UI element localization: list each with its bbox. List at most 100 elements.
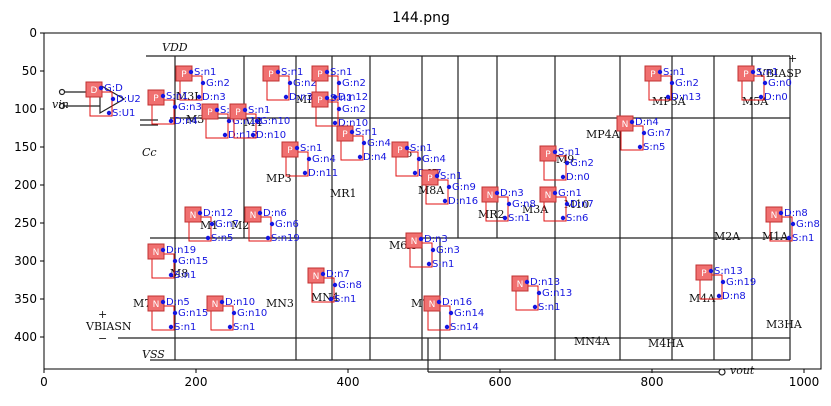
component-type-label: P xyxy=(545,150,551,160)
pin-label: D:n10 xyxy=(225,297,255,308)
pin-label: D:n12 xyxy=(228,130,258,141)
pin-label: D:n12 xyxy=(338,92,368,103)
pin-label: D:n3 xyxy=(202,92,226,103)
component-type-label: P xyxy=(701,269,707,279)
pin-dot xyxy=(283,94,289,100)
pin-label: G:n8 xyxy=(512,199,536,210)
x-tick-label: 1000 xyxy=(789,375,820,389)
pin-dot xyxy=(332,94,338,100)
pin-label: S:n1 xyxy=(300,143,322,154)
component-type-label: P xyxy=(317,70,323,80)
device-label: M8 xyxy=(170,267,188,280)
pin-dot xyxy=(750,69,756,75)
device-label: M3 xyxy=(186,113,204,126)
pin-dot xyxy=(275,69,281,75)
pin-dot xyxy=(336,106,342,112)
pin-label: S:n1 xyxy=(410,143,432,154)
pin-label: G:n0 xyxy=(768,78,792,89)
pin-dot xyxy=(436,299,442,305)
pin-dot xyxy=(418,236,424,242)
pin-label: G:n12 xyxy=(232,116,262,127)
component-17: N D:n6G:n6 S:n19 xyxy=(244,206,300,244)
pin-dot xyxy=(446,184,452,190)
x-tick-label: 400 xyxy=(337,375,360,389)
component-type-label: P xyxy=(317,96,323,106)
component-type-label: P xyxy=(153,94,159,104)
pin-dot xyxy=(665,94,671,100)
device-label: MP3 xyxy=(266,172,292,185)
component-2: P S:n1G:n2 D:n3 xyxy=(262,65,317,103)
device-label: M1 xyxy=(200,219,218,232)
pin-dot xyxy=(336,80,342,86)
pin-label: G:n4 xyxy=(422,154,446,165)
pin-dot xyxy=(98,85,104,91)
pin-dot xyxy=(287,80,293,86)
component-type-label: N xyxy=(190,211,197,221)
component-type-label: P xyxy=(743,70,749,80)
device-label: M2A xyxy=(714,230,741,243)
pin-label: D:n16 xyxy=(448,196,478,207)
component-24: N G:n1D:n7 S:n6 xyxy=(539,186,594,224)
device-label: MR2 xyxy=(478,208,505,221)
pin-dot xyxy=(506,201,512,207)
component-type-label: N xyxy=(517,280,524,290)
y-tick-label: 300 xyxy=(14,254,37,268)
pin-dot xyxy=(324,69,330,75)
pin-label: G:n2 xyxy=(675,78,699,89)
pin-label: G:n10 xyxy=(260,116,290,127)
component-15: N D:n4G:n7 S:n5 xyxy=(616,115,671,153)
device-label: M8A xyxy=(418,184,445,197)
pin-dot xyxy=(222,132,228,138)
pin-dot xyxy=(188,69,194,75)
pin-label: S:n1 xyxy=(194,67,216,78)
component-type-label: P xyxy=(268,70,274,80)
component-type-label: P xyxy=(342,130,348,140)
pin-label: D:n7 xyxy=(570,199,594,210)
pin-dot xyxy=(332,120,338,126)
vdd-label: VDD xyxy=(162,41,188,54)
pin-dot xyxy=(226,118,232,124)
pin-dot xyxy=(209,221,215,227)
pin-dot xyxy=(657,69,663,75)
component-11: P S:n1G:n9 D:n16 xyxy=(421,169,478,207)
pin-dot xyxy=(560,174,566,180)
device-label: MP3A xyxy=(652,95,687,108)
pin-dot xyxy=(172,258,178,264)
pin-dot xyxy=(160,247,166,253)
pin-label: S:n1 xyxy=(508,213,530,224)
pin-dot xyxy=(254,118,260,124)
pin-label: D:n0 xyxy=(764,92,788,103)
component-13: P S:n1G:n2 D:n13 xyxy=(644,65,701,103)
pin-dot xyxy=(110,96,116,102)
pin-label: D:n4 xyxy=(363,152,387,163)
pin-label: S:n5 xyxy=(643,142,665,153)
x-tick-label: 0 xyxy=(40,375,48,389)
device-label: M4HA xyxy=(648,337,685,350)
pin-dot xyxy=(758,94,764,100)
component-type-label: N xyxy=(313,272,320,282)
pin-label: D:n3 xyxy=(500,188,524,199)
pin-label: S:n1 xyxy=(174,322,196,333)
plus-label: + xyxy=(788,52,797,65)
vout-label: vout xyxy=(730,364,755,377)
pin-label: D:n3 xyxy=(424,234,448,245)
component-type-label: N xyxy=(622,120,629,130)
pin-dot xyxy=(227,324,233,330)
pin-dot xyxy=(564,201,570,207)
pin-dot xyxy=(205,235,211,241)
y-tick-label: 150 xyxy=(14,140,37,154)
component-3: P S:n1G:n2D:n12 xyxy=(311,65,368,103)
pin-label: D:n13 xyxy=(671,92,701,103)
device-label: M10 xyxy=(564,198,589,211)
pin-label: G:n2 xyxy=(342,78,366,89)
component-type-label: P xyxy=(181,70,187,80)
pin-dot xyxy=(349,129,355,135)
pin-dot xyxy=(328,296,334,302)
component-type-label: N xyxy=(429,300,436,310)
pin-label: D:n4 xyxy=(174,116,198,127)
pin-dot xyxy=(629,119,635,125)
pin-dot xyxy=(250,132,256,138)
